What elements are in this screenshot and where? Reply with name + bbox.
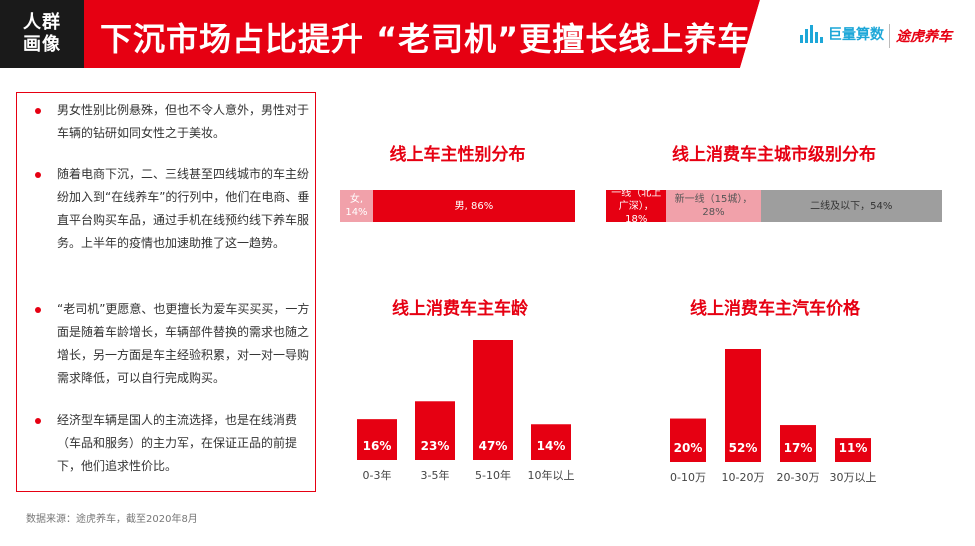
car-age-category-label-1: 0-3年 — [363, 468, 392, 482]
city-tier-stacked-bar: 一线（北上广深），18% 新一线（15城），28% 二线及以下，54% — [606, 188, 942, 225]
car-age-value-label-1: 16% — [363, 439, 392, 453]
car-age-value-label-4: 14% — [537, 439, 566, 453]
city-tier-segment-1: 一线（北上广深），18% — [606, 188, 667, 225]
car-price-category-label-2: 10-20万 — [722, 471, 765, 484]
car-age-bar-3 — [473, 340, 513, 460]
car-age-category-label-4: 10年以上 — [528, 468, 575, 482]
insight-bullet-4: 经济型车辆是国人的主流选择，也是在线消费（车品和服务）的主力军，在保证正品的前提… — [57, 413, 298, 473]
gender-chart-title: 线上车主性别分布 — [389, 145, 526, 165]
car-price-column-chart: 20% 0-10万 52% 10-20万 17% 20-30万 11% 30万以上 — [670, 349, 877, 484]
car-price-category-label-4: 30万以上 — [830, 471, 877, 484]
car-price-bar-2 — [725, 349, 761, 462]
car-price-value-label-2: 52% — [729, 441, 758, 455]
car-age-category-label-2: 3-5年 — [421, 468, 450, 482]
gender-stacked-bar: 女, 14% 男, 86% — [340, 190, 575, 222]
car-price-value-label-3: 17% — [784, 441, 813, 455]
gender-segment-2: 男, 86% — [372, 190, 575, 222]
city-tier-segment-2: 新一线（15城），28% — [666, 190, 761, 222]
bullet-dot — [35, 172, 41, 178]
bullet-dot — [35, 108, 41, 114]
car-price-bar-1 — [670, 418, 706, 462]
juliang-logo-icon — [800, 25, 823, 43]
car-age-bar-1 — [357, 419, 397, 460]
section-tag: 人群 画像 — [0, 0, 84, 68]
juliang-logo-text: 巨量算数 — [828, 27, 884, 43]
page-title: 下沉市场占比提升 “老司机”更擅长线上养车 — [100, 20, 751, 58]
car-age-category-label-3: 5-10年 — [475, 468, 511, 482]
car-age-value-label-3: 47% — [479, 439, 508, 453]
car-price-category-label-3: 20-30万 — [777, 471, 820, 484]
section-tag-line1: 人群 — [23, 12, 61, 33]
header-banner: 人群 画像 下沉市场占比提升 “老司机”更擅长线上养车 巨量算数 途虎养车 — [0, 0, 975, 68]
logo-divider — [889, 24, 890, 48]
header-background — [84, 0, 975, 68]
car-age-bar-2 — [415, 401, 455, 460]
insight-bullet-3: “老司机”更愿意、也更擅长为爱车买买买，一方面是随着车龄增长，车辆部件替换的需求… — [57, 302, 310, 385]
car-age-bar-4 — [531, 424, 571, 460]
car-age-column-chart: 16% 0-3年 23% 3-5年 47% 5-10年 14% 10年以上 — [357, 340, 575, 482]
car-age-chart-title: 线上消费车主车龄 — [392, 299, 528, 319]
tuhu-logo: 途虎养车 — [896, 29, 952, 45]
city-tier-segment-3: 二线及以下，54% — [760, 190, 942, 222]
insight-bullet-2: 随着电商下沉，二、三线甚至四线城市的车主纷纷加入到“在线养车”的行列中，他们在电… — [57, 167, 310, 250]
car-price-bar-4 — [835, 438, 871, 462]
data-source-note: 数据来源：途虎养车，截至2020年8月 — [26, 514, 198, 525]
car-age-value-label-2: 23% — [421, 439, 450, 453]
car-price-value-label-1: 20% — [674, 441, 703, 455]
car-price-bar-3 — [780, 425, 816, 462]
bullet-dot — [35, 307, 41, 313]
insights-panel: 男女性别比例悬殊，但也不令人意外，男性对于车辆的钻研如同女性之于美妆。 随着电商… — [16, 92, 316, 492]
insight-bullet-1: 男女性别比例悬殊，但也不令人意外，男性对于车辆的钻研如同女性之于美妆。 — [57, 103, 310, 140]
car-price-chart-title: 线上消费车主汽车价格 — [690, 299, 860, 319]
car-price-category-label-1: 0-10万 — [670, 471, 706, 484]
juliang-logo: 巨量算数 — [800, 24, 884, 44]
gender-segment-1: 女, 14% — [340, 190, 373, 222]
city-tier-chart-title: 线上消费车主城市级别分布 — [672, 145, 876, 165]
section-tag-line2: 画像 — [23, 34, 61, 55]
bullet-dot — [35, 418, 41, 424]
car-price-value-label-4: 11% — [839, 441, 868, 455]
